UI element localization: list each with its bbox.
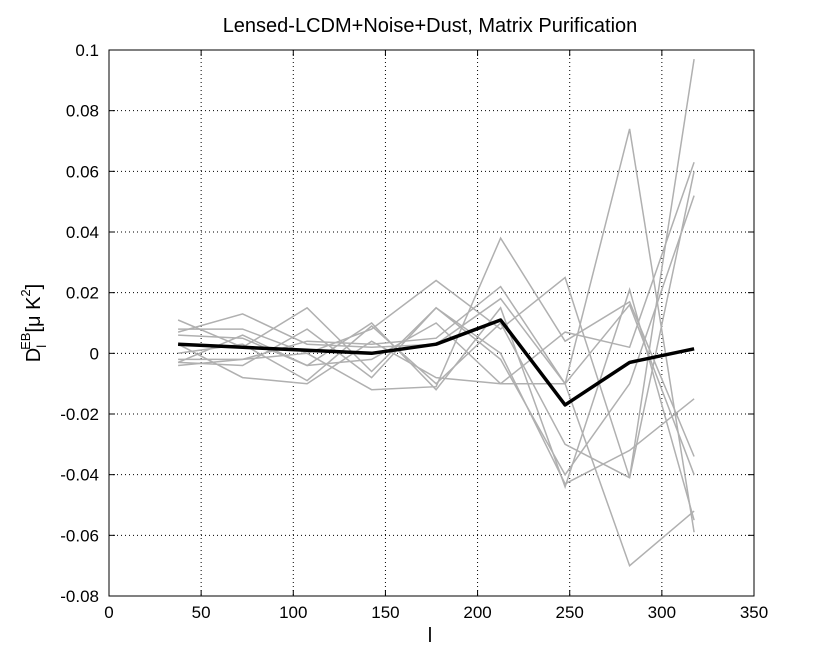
x-axis-label: l [428, 625, 432, 647]
realization-line-1 [178, 58, 695, 478]
y-tick-label: 0.08 [66, 102, 99, 121]
y-tick-label: 0.1 [75, 41, 99, 60]
realization-line-8 [178, 195, 695, 477]
y-tick-label: 0.02 [66, 284, 99, 303]
axes-box [108, 49, 755, 597]
y-axis-label-base: D [23, 348, 45, 362]
y-axis-label-unit: [μ K [23, 296, 45, 333]
realization-line-6 [178, 236, 695, 457]
series-group [177, 58, 695, 567]
y-axis-label: DlEB[μ K2] [18, 284, 49, 362]
y-tick-label: 0 [90, 344, 99, 363]
realization-line-5 [177, 161, 695, 385]
y-axis-label-sup: EB [18, 333, 33, 350]
y-tick-label: -0.06 [60, 526, 99, 545]
x-tick-label: 200 [463, 603, 491, 622]
chart-title: Lensed-LCDM+Noise+Dust, Matrix Purificat… [223, 15, 638, 37]
x-tick-label: 0 [104, 603, 113, 622]
realization-line-7 [177, 171, 695, 479]
plot-area [109, 50, 754, 596]
y-tick-label: -0.04 [60, 466, 99, 485]
realization-line-10 [177, 303, 695, 475]
y-tick-label: 0.06 [66, 162, 99, 181]
x-tick-label: 250 [556, 603, 584, 622]
x-tick-label: 150 [371, 603, 399, 622]
y-tick-label: -0.02 [60, 405, 99, 424]
y-axis-label-sub: l [34, 345, 49, 348]
x-tick-label: 50 [192, 603, 211, 622]
y-tick-label: 0.04 [66, 223, 99, 242]
y-axis-label-unit-close: ] [23, 284, 45, 290]
y-axis-label-unit-sup: 2 [18, 289, 33, 296]
x-tick-label: 350 [740, 603, 768, 622]
mean-line [178, 318, 695, 407]
x-tick-label: 100 [279, 603, 307, 622]
y-tick-label: -0.08 [60, 587, 99, 606]
svg-text:DlEB[μ K2]: DlEB[μ K2] [18, 284, 49, 362]
x-tick-label: 300 [648, 603, 676, 622]
ticks-group: 0 50 100 150 200 250 300 350 -0.08 -0.06 -0.04 -0.0… [60, 41, 768, 622]
